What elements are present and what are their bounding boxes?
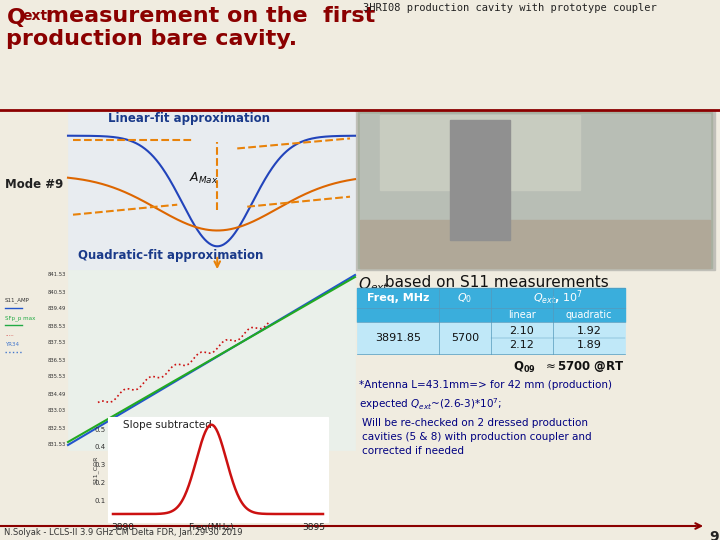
Text: 2.10: 2.10	[510, 326, 534, 336]
Text: based on S11 measurements: based on S11 measurements	[380, 275, 608, 290]
Text: 0.4: 0.4	[95, 444, 106, 450]
Bar	[357, 308, 491, 322]
Text: $Q_{ext}$, $10^7$: $Q_{ext}$, $10^7$	[533, 289, 583, 307]
Text: 0.2: 0.2	[95, 480, 106, 486]
Text: S11_COR: S11_COR	[93, 455, 99, 484]
Text: 840.53: 840.53	[48, 289, 66, 294]
Text: Freq(MHz): Freq(MHz)	[189, 523, 234, 532]
Text: 3890: 3890	[111, 523, 134, 532]
Text: measurement on the  first: measurement on the first	[38, 6, 375, 26]
Text: Slope subtracted: Slope subtracted	[123, 420, 212, 430]
Text: 0.5: 0.5	[95, 427, 106, 433]
Bar	[491, 308, 625, 322]
Bar	[357, 322, 625, 354]
Text: *Antenna L=43.1mm=> for 42 mm (production)
expected $Q_{ext}$~(2.6-3)*$10^7$;: *Antenna L=43.1mm=> for 42 mm (productio…	[359, 380, 612, 411]
Bar	[357, 288, 625, 308]
Text: $Q_{ext}$: $Q_{ext}$	[358, 275, 390, 294]
Text: production bare cavity.: production bare cavity.	[6, 29, 297, 49]
Text: $A_{Max}$: $A_{Max}$	[189, 171, 219, 186]
Text: 831.53: 831.53	[48, 442, 66, 448]
Text: 3895: 3895	[302, 523, 325, 532]
Text: 833.03: 833.03	[48, 408, 66, 414]
Text: .....: .....	[5, 333, 14, 338]
Text: 1.89: 1.89	[577, 340, 601, 350]
Text: quadratic: quadratic	[566, 310, 612, 320]
Text: Quadratic-fit approximation: Quadratic-fit approximation	[78, 249, 264, 262]
Text: 1.92: 1.92	[577, 326, 601, 336]
Text: 9: 9	[709, 530, 719, 540]
Text: 2.12: 2.12	[510, 340, 534, 350]
Text: 835.53: 835.53	[48, 375, 66, 380]
Text: 838.53: 838.53	[48, 323, 66, 328]
Text: ext: ext	[22, 9, 47, 23]
Text: Mode #9: Mode #9	[5, 179, 63, 192]
Text: 836.53: 836.53	[48, 357, 66, 362]
Text: 839.49: 839.49	[48, 307, 66, 312]
Bar	[355, 110, 715, 270]
Text: SFp_p max: SFp_p max	[5, 315, 35, 321]
Bar	[360, 114, 710, 220]
Text: $\bf{Q}$: $\bf{Q}$	[6, 6, 26, 29]
Text: 837.53: 837.53	[48, 341, 66, 346]
Bar	[360, 220, 710, 268]
Text: linear: linear	[508, 310, 536, 320]
Bar	[68, 270, 355, 450]
Text: Freq, MHz: Freq, MHz	[366, 293, 429, 303]
Text: 5700: 5700	[451, 333, 479, 343]
Bar	[108, 417, 328, 522]
Bar	[358, 112, 712, 268]
Text: YR34: YR34	[5, 342, 19, 348]
Text: 834.49: 834.49	[48, 392, 66, 396]
Text: $Q_0$: $Q_0$	[457, 291, 472, 305]
Text: $\mathbf{Q_{09}}$  $\approx$5700 @RT: $\mathbf{Q_{09}}$ $\approx$5700 @RT	[513, 360, 625, 375]
Bar	[0, 0, 362, 110]
Text: N.Solyak - LCLS-II 3.9 GHz CM Delta FDR, Jan.29-30 2019: N.Solyak - LCLS-II 3.9 GHz CM Delta FDR,…	[4, 528, 243, 537]
Text: 832.53: 832.53	[48, 426, 66, 430]
Text: Linear-fit approximation: Linear-fit approximation	[108, 112, 270, 125]
Text: 0.1: 0.1	[95, 498, 106, 504]
Text: S11_AMP: S11_AMP	[5, 297, 30, 303]
Bar	[68, 112, 355, 270]
Bar	[450, 120, 510, 240]
Text: 3891.85: 3891.85	[375, 333, 421, 343]
Text: 0.3: 0.3	[95, 462, 106, 468]
Text: 3HRI08 production cavity with prototype coupler: 3HRI08 production cavity with prototype …	[363, 3, 657, 13]
Text: Will be re-checked on 2 dressed production
cavities (5 & 8) with production coup: Will be re-checked on 2 dressed producti…	[362, 418, 592, 456]
Bar	[380, 115, 580, 190]
Text: 841.53: 841.53	[48, 273, 66, 278]
